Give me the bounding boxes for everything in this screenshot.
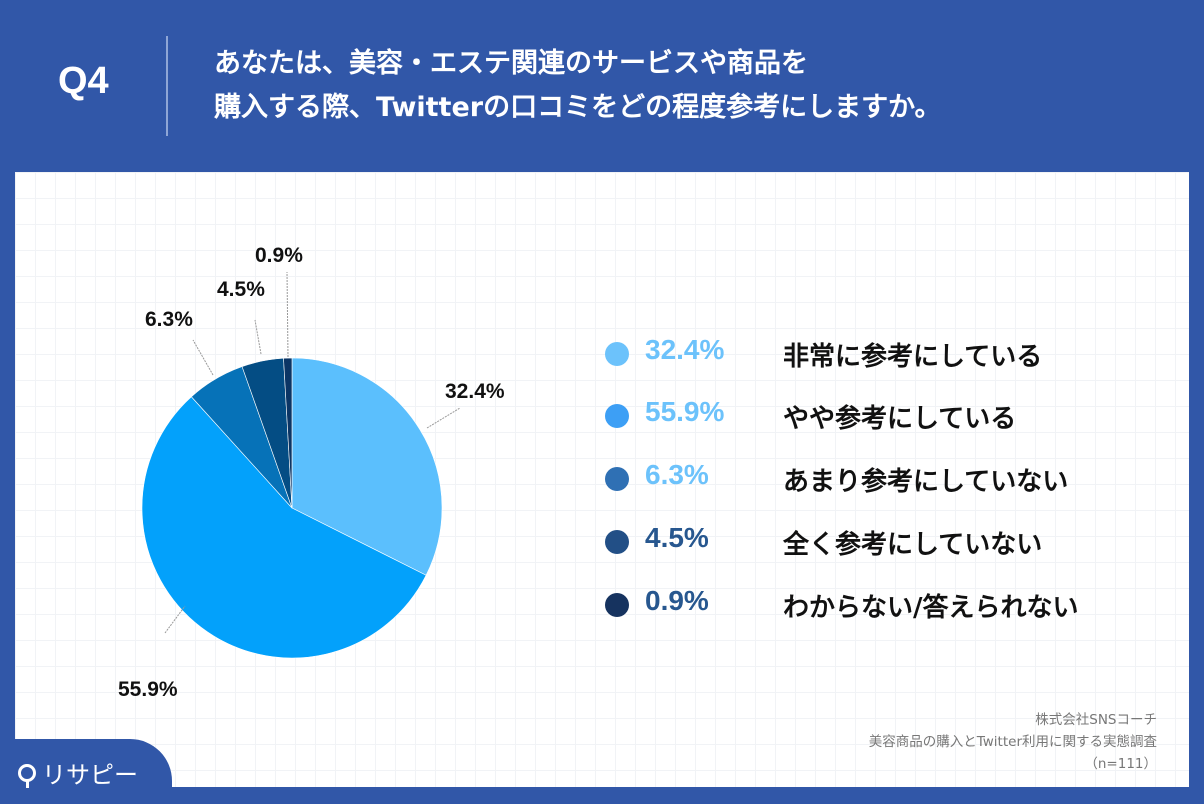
legend-percent: 55.9% [645, 396, 725, 427]
source-survey: 美容商品の購入とTwitter利用に関する実態調査 [868, 734, 1157, 750]
leader-line [426, 407, 461, 429]
pie-slice [141, 396, 427, 659]
legend-item: 4.5% 全く参考にしていない [605, 520, 1165, 560]
legend-percent: 4.5% [645, 522, 709, 553]
legend-percent: 6.3% [645, 459, 709, 490]
leader-line [164, 605, 186, 634]
legend-dot-icon [605, 530, 629, 554]
source-company: 株式会社SNSコーチ [1035, 712, 1157, 728]
pin-icon [18, 763, 36, 788]
legend-item: 55.9% やや参考にしている [605, 394, 1165, 434]
slice-label-4: 4.5% [217, 278, 265, 301]
legend-item: 32.4% 非常に参考にしている [605, 332, 1165, 372]
header-divider [166, 36, 168, 136]
leader-line [286, 271, 289, 358]
pie-chart: 32.4% 55.9% 6.3% 4.5% 0.9% [15, 172, 615, 787]
legend-dot-icon [605, 593, 629, 617]
slice-label-5: 0.9% [255, 244, 303, 267]
slice-label-1: 32.4% [445, 380, 505, 403]
legend-label: あまり参考にしていない [783, 467, 1069, 497]
legend-dot-icon [605, 404, 629, 428]
legend-label: 全く参考にしていない [783, 530, 1043, 560]
title-line-1: あなたは、美容・エステ関連のサービスや商品を [214, 48, 808, 79]
title-line-2: 購入する際、Twitterの口コミをどの程度参考にしますか。 [214, 92, 942, 123]
pie-slice [283, 357, 293, 509]
pie-svg [141, 271, 461, 659]
legend-label: 非常に参考にしている [783, 342, 1043, 372]
legend-percent: 0.9% [645, 585, 709, 616]
legend-item: 0.9% わからない/答えられない [605, 583, 1165, 623]
legend-label: やや参考にしている [783, 404, 1017, 434]
pie-slice [291, 357, 443, 576]
question-number: Q4 [58, 60, 109, 102]
slice-label-2: 55.9% [118, 678, 178, 701]
legend-item: 6.3% あまり参考にしていない [605, 457, 1165, 497]
legend-dot-icon [605, 467, 629, 491]
legend-percent: 32.4% [645, 334, 725, 365]
slice-label-3: 6.3% [145, 308, 193, 331]
legend-dot-icon [605, 342, 629, 366]
source-note: 株式会社SNSコーチ 美容商品の購入とTwitter利用に関する実態調査 （n=… [869, 709, 1157, 775]
source-sample: （n=111） [1084, 756, 1157, 772]
header: Q4 あなたは、美容・エステ関連のサービスや商品を 購入する際、Twitterの… [0, 0, 1204, 172]
leader-line [192, 339, 214, 376]
question-title: あなたは、美容・エステ関連のサービスや商品を 購入する際、Twitterの口コミ… [214, 42, 942, 130]
legend-label: わからない/答えられない [783, 593, 1079, 623]
chart-panel: 32.4% 55.9% 6.3% 4.5% 0.9% 32.4% 非常に参考にし… [15, 172, 1189, 787]
leader-line [254, 319, 262, 355]
logo: リサピー [18, 755, 138, 790]
logo-text: リサピー [42, 761, 138, 789]
